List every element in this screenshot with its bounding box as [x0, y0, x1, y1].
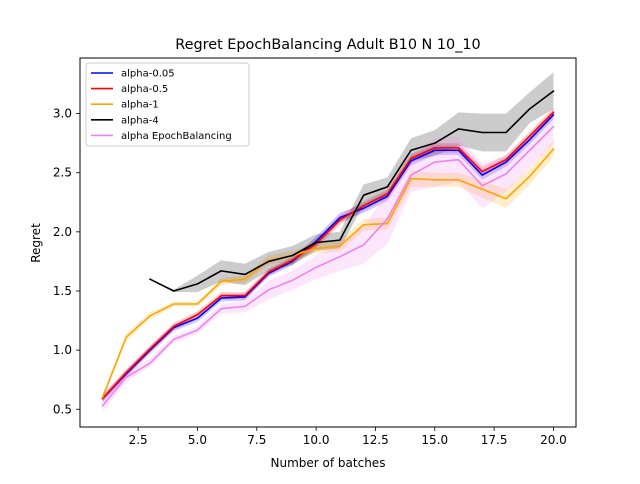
line-alpha-0-5 [101, 111, 555, 400]
y-axis-ticks: 0.5 1.0 1.5 2.0 2.5 3.0 [53, 107, 80, 416]
x-tick-label: 2.5 [129, 433, 148, 447]
band-alpha-epochbalancing [102, 110, 554, 412]
x-tick-label: 12.5 [362, 433, 389, 447]
y-tick-label: 0.5 [53, 402, 72, 416]
line-alpha-4 [148, 90, 555, 292]
line-alpha-epochbalancing [101, 125, 555, 407]
plot-frame [79, 57, 577, 428]
y-tick-label: 2.0 [53, 225, 72, 239]
y-tick-label: 1.5 [53, 284, 72, 298]
legend-items: alpha-0.05 alpha-0.5 alpha-1 alpha-4 alpha E… [91, 69, 232, 142]
x-tick-label: 20.0 [540, 433, 567, 447]
y-tick-label: 3.0 [53, 107, 72, 121]
x-axis-label: Number of batches [271, 456, 386, 470]
x-tick-label: 10.0 [303, 433, 330, 447]
line-alpha-0-05 [101, 113, 555, 400]
legend-box [85, 62, 250, 147]
x-tick-label: 15.0 [421, 433, 448, 447]
legend: alpha-0.05 alpha-0.5 alpha-1 alpha-4 alpha E… [85, 62, 250, 147]
legend-label-alpha-4: alpha-4 [121, 115, 159, 126]
y-tick-label: 1.0 [53, 343, 72, 357]
confidence-bands [102, 72, 554, 412]
legend-label-alpha-1: alpha-1 [121, 100, 159, 111]
series-lines [101, 90, 555, 407]
y-axis-label: Regret [29, 223, 43, 263]
legend-label-alpha-0-05: alpha-0.05 [121, 69, 175, 80]
x-tick-label: 17.5 [481, 433, 508, 447]
line-alpha-1 [101, 147, 555, 399]
band-alpha-4 [150, 72, 554, 293]
y-tick-label: 2.5 [53, 166, 72, 180]
legend-label-alpha-0-5: alpha-0.5 [121, 84, 168, 95]
x-tick-label: 5.0 [188, 433, 207, 447]
legend-label-alpha-epochbalancing: alpha EpochBalancing [121, 131, 232, 142]
x-axis-ticks: 2.5 5.0 7.5 10.0 12.5 15.0 17.5 20.0 [129, 427, 567, 447]
x-tick-label: 7.5 [247, 433, 266, 447]
chart-title: Regret EpochBalancing Adult B10 N 10_10 [175, 37, 480, 53]
